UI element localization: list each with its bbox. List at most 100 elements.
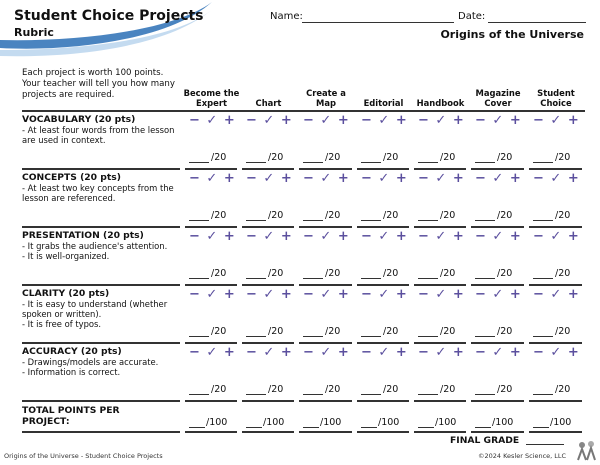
total-blank	[303, 427, 319, 428]
score-blank	[418, 220, 438, 221]
score-label: /20	[497, 384, 513, 395]
score-blank	[246, 162, 266, 163]
row-rule	[414, 168, 466, 170]
row-rule	[22, 342, 180, 344]
final-grade-line	[526, 444, 564, 445]
row-rule	[471, 226, 524, 228]
topic: Origins of the Universe	[440, 28, 584, 41]
column-header: Student Choice	[537, 88, 575, 108]
total-blank	[475, 427, 491, 428]
date-line	[488, 22, 586, 23]
row-rule	[242, 400, 294, 402]
score-blank	[475, 278, 495, 279]
score-blank	[303, 278, 323, 279]
score-label: /20	[325, 152, 341, 163]
score-label: /20	[497, 268, 513, 279]
score-label: /20	[555, 326, 571, 337]
score-label: /20	[555, 152, 571, 163]
score-label: /20	[555, 210, 571, 221]
rating-marks: − ✓ +	[189, 229, 236, 244]
total-blank	[361, 427, 377, 428]
score-blank	[303, 394, 323, 395]
score-blank	[189, 162, 209, 163]
rating-marks: − ✓ +	[418, 229, 465, 244]
score-blank	[418, 162, 438, 163]
rating-marks: − ✓ +	[361, 287, 408, 302]
rating-marks: − ✓ +	[361, 113, 408, 128]
score-label: /20	[497, 152, 513, 163]
total-rule	[414, 431, 466, 433]
rating-marks: − ✓ +	[418, 345, 465, 360]
score-blank	[475, 220, 495, 221]
total-rule	[299, 431, 352, 433]
rating-marks: − ✓ +	[418, 171, 465, 186]
rating-marks: − ✓ +	[189, 345, 236, 360]
rating-marks: − ✓ +	[533, 113, 580, 128]
score-label: /20	[440, 384, 456, 395]
rating-marks: − ✓ +	[475, 229, 522, 244]
score-blank	[533, 336, 553, 337]
rating-marks: − ✓ +	[533, 171, 580, 186]
total-score: /100	[550, 417, 572, 428]
footer-left: Origins of the Universe - Student Choice…	[4, 452, 163, 460]
total-rule	[242, 431, 294, 433]
total-score: /100	[378, 417, 400, 428]
score-blank	[189, 278, 209, 279]
score-label: /20	[440, 210, 456, 221]
row-rule	[185, 226, 237, 228]
score-blank	[475, 394, 495, 395]
row-rule	[414, 342, 466, 344]
rating-marks: − ✓ +	[303, 171, 350, 186]
score-label: /20	[440, 152, 456, 163]
rating-marks: − ✓ +	[246, 171, 293, 186]
row-rule	[357, 226, 409, 228]
total-rule	[357, 431, 409, 433]
score-blank	[418, 394, 438, 395]
rating-marks: − ✓ +	[361, 345, 408, 360]
score-label: /20	[325, 268, 341, 279]
row-rule	[414, 400, 466, 402]
score-blank	[246, 394, 266, 395]
subtitle: Rubric	[14, 26, 54, 39]
score-label: /20	[497, 326, 513, 337]
score-blank	[361, 394, 381, 395]
total-blank	[533, 427, 549, 428]
row-rule	[242, 342, 294, 344]
row-rule	[414, 226, 466, 228]
row-rule	[357, 168, 409, 170]
rating-marks: − ✓ +	[303, 113, 350, 128]
score-label: /20	[383, 384, 399, 395]
row-title: CONCEPTS (20 pts)	[22, 172, 121, 183]
row-item: - It grabs the audience's attention.	[22, 241, 168, 251]
column-header: Handbook	[416, 98, 465, 108]
date-label: Date:	[458, 11, 486, 22]
row-rule	[299, 342, 352, 344]
rating-marks: − ✓ +	[189, 171, 236, 186]
score-blank	[533, 394, 553, 395]
row-rule	[185, 168, 237, 170]
intro: Each project is worth 100 points. Your t…	[22, 68, 175, 100]
total-score: /100	[263, 417, 285, 428]
row-rule	[471, 342, 524, 344]
score-label: /20	[268, 210, 284, 221]
score-label: /20	[383, 268, 399, 279]
score-blank	[361, 220, 381, 221]
row-item: - At least four words from the lesson ar…	[22, 125, 175, 145]
row-rule	[299, 400, 352, 402]
row-rule	[299, 284, 352, 286]
score-label: /20	[211, 268, 227, 279]
row-item: - It is free of typos.	[22, 319, 102, 329]
total-rule	[22, 431, 180, 433]
rating-marks: − ✓ +	[303, 345, 350, 360]
rating-marks: − ✓ +	[246, 345, 293, 360]
column-header: Become the Expert	[183, 88, 240, 108]
row-rule	[22, 400, 180, 402]
score-label: /20	[555, 384, 571, 395]
score-label: /20	[325, 210, 341, 221]
score-blank	[246, 278, 266, 279]
row-rule	[185, 284, 237, 286]
rating-marks: − ✓ +	[533, 287, 580, 302]
row-title: VOCABULARY (20 pts)	[22, 114, 136, 125]
rating-marks: − ✓ +	[189, 113, 236, 128]
